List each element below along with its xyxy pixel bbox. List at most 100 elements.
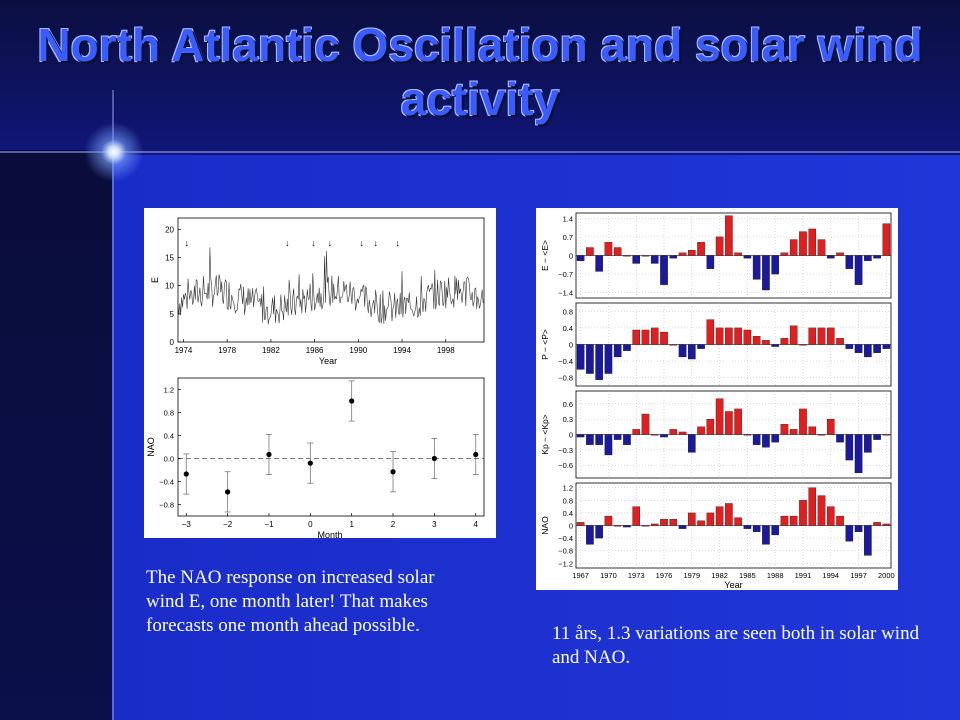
bar-2000: [882, 434, 891, 436]
bar-1994: [826, 506, 835, 526]
lens-flare-icon: [84, 122, 144, 182]
bar-1975: [650, 255, 659, 264]
y-tick-label: 0.0: [164, 455, 174, 464]
bar-1970: [604, 515, 613, 526]
y-tick-label: 0.3: [563, 415, 573, 424]
y-tick-label: −0.4: [558, 357, 573, 366]
bar-1976: [660, 519, 668, 526]
bar-1985: [743, 255, 752, 259]
bar-1979: [688, 250, 696, 256]
y-tick-label: −0.3: [558, 446, 573, 455]
bar-1973: [632, 429, 641, 435]
bar-1977: [669, 255, 678, 259]
bar-1974: [641, 255, 650, 257]
x-axis-label: Year: [724, 580, 742, 590]
bar-1972: [623, 434, 631, 445]
y-tick-label: 0.8: [563, 496, 573, 505]
bar-1969: [595, 434, 603, 445]
header-band: [0, 0, 960, 155]
bar-1981: [706, 512, 715, 526]
y-tick-label: 0: [569, 431, 573, 440]
x-tick-label: −3: [182, 520, 192, 529]
y-tick-label: 1.4: [563, 214, 573, 223]
y-tick-label: 0.4: [164, 432, 174, 441]
bar-1982: [715, 398, 724, 435]
x-tick-label: 1985: [739, 571, 756, 580]
arrow-marker: ↓: [311, 238, 316, 248]
bar-1970: [604, 434, 613, 456]
bar-1979: [688, 344, 696, 360]
bar-1973: [632, 506, 641, 526]
x-tick-label: 1982: [262, 346, 280, 355]
y-tick-label: 0.6: [563, 400, 573, 409]
bar-1999: [873, 255, 881, 259]
bar-1986: [752, 434, 761, 445]
left-figure-panel: 0 5 10 15 20 1974 1978 1982 1986 1990 1994 1998 Year…: [144, 208, 496, 540]
bar-1983: [725, 411, 733, 435]
y-axis-label: P − <P>: [540, 329, 550, 360]
bar-1984: [734, 327, 742, 345]
y-tick-label: 5: [170, 310, 175, 319]
bar-1971: [613, 344, 622, 358]
y-axis-label: E: [150, 277, 160, 283]
data-point: [307, 460, 313, 466]
bar-1970: [604, 242, 613, 256]
x-tick-label: 1973: [628, 571, 645, 580]
y-tick-label: 0.8: [164, 409, 174, 418]
y-axis-label: E − <E>: [540, 240, 550, 271]
bar-1971: [613, 525, 622, 527]
bar-1990: [789, 515, 798, 526]
bar-1970: [604, 344, 613, 374]
bar-1983: [725, 327, 733, 345]
bar-1994: [826, 327, 835, 345]
bar-1969: [595, 255, 603, 272]
bar-1978: [678, 431, 687, 435]
bar-1971: [613, 434, 622, 440]
bar-1990: [789, 429, 798, 435]
plot-frame: [177, 217, 485, 343]
x-tick-label: 1990: [349, 346, 367, 355]
bar-1980: [697, 344, 705, 349]
bar-1988: [771, 434, 779, 443]
bar-1984: [734, 517, 742, 526]
bar-1980: [697, 242, 705, 256]
x-tick-label: 1976: [656, 571, 673, 580]
x-tick-label: 1991: [795, 571, 812, 580]
bar-1991: [799, 500, 807, 526]
y-tick-label: −0.6: [558, 461, 573, 470]
bar-1992: [808, 228, 817, 256]
bar-1996: [845, 525, 854, 542]
bar-1995: [836, 252, 844, 256]
bar-1981: [706, 255, 715, 269]
y-tick-label: 0: [569, 341, 573, 350]
x-tick-label: 3: [432, 520, 437, 529]
bar-1992: [808, 327, 817, 345]
y-tick-label: 1.2: [563, 484, 573, 493]
bar-1989: [780, 338, 789, 345]
bar-1996: [845, 434, 854, 461]
data-point: [266, 451, 272, 458]
y-tick-label: 0.8: [563, 307, 573, 316]
data-point: [390, 469, 396, 475]
right-figure-panel: −1.4 −0.7 0 0.7 1.4 E − <E> −0.8 −0.4 0 0.4 0.8 P −…: [536, 208, 898, 590]
bar-1984: [734, 252, 742, 256]
bar-1988: [771, 255, 779, 275]
e-series-line: [177, 247, 485, 325]
caption-left: The NAO response on increased solar wind…: [146, 567, 435, 636]
bar-1978: [678, 344, 687, 358]
bar-1997: [854, 525, 863, 532]
bar-1982: [715, 236, 724, 256]
y-tick-label: 0: [569, 252, 573, 261]
bar-1974: [641, 525, 650, 527]
x-axis-label: Year: [319, 356, 337, 366]
bar-1996: [845, 255, 854, 269]
bar-1974: [641, 329, 650, 345]
y-tick-label: 0: [569, 522, 573, 531]
x-tick-label: −1: [264, 520, 274, 529]
y-tick-label: 0.7: [563, 233, 573, 242]
y-tick-label: 0.4: [563, 324, 573, 333]
bar-1976: [660, 434, 668, 438]
bar-1981: [706, 418, 715, 435]
bar-1975: [650, 327, 659, 345]
